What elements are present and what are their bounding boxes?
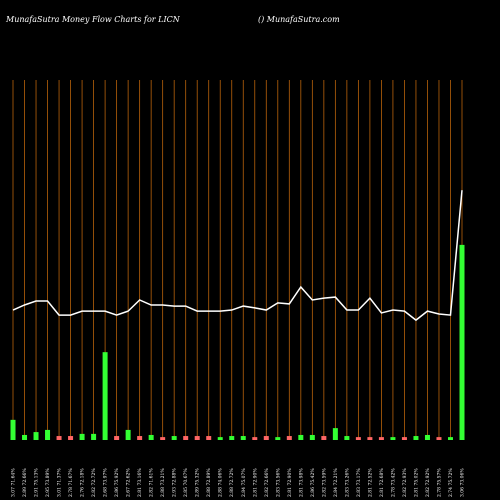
x-tick-label: 2.88 73.21% [160, 468, 166, 497]
x-tick-label: 2.81 73.16% [137, 468, 143, 497]
bar [217, 437, 223, 440]
bar [79, 433, 85, 440]
x-tick-label: 2.81 72.90% [287, 468, 293, 497]
bar [378, 437, 384, 440]
bar [10, 419, 16, 440]
bar [229, 436, 235, 440]
bar [263, 436, 269, 440]
x-tick-label: 2.88 72.72% [229, 468, 235, 497]
bar [114, 436, 120, 440]
x-tick-label: 3.07 71.64% [11, 468, 17, 497]
bar [137, 436, 143, 440]
x-tick-label: 2.82 72.92% [425, 468, 431, 497]
x-tick-label: 2.76 72.18% [80, 468, 86, 497]
x-tick-label: 2.82 72.72% [91, 468, 97, 497]
x-tick-label: 2.89 75.32% [195, 468, 201, 497]
x-tick-label: 2.83 73.17% [356, 468, 362, 497]
x-tick-label: 2.88 72.89% [206, 468, 212, 497]
x-tick-label: 3.01 71.37% [57, 468, 63, 497]
bar [125, 429, 131, 440]
bar [286, 436, 292, 440]
bar [148, 434, 154, 440]
x-tick-label: 2.81 72.90% [252, 468, 258, 497]
x-tick-label: 2.83 73.56% [275, 468, 281, 497]
bar [275, 437, 281, 440]
bar [240, 436, 246, 440]
chart-title: MunafaSutra Money Flow Charts for LICN [5, 15, 181, 24]
bar [56, 436, 62, 440]
x-tick-label: 2.86 75.92% [114, 468, 120, 497]
x-tick-label: 2.82 72.66% [264, 468, 270, 497]
bar [171, 436, 177, 440]
x-tick-label: 2.85 70.67% [183, 468, 189, 497]
bar [298, 434, 304, 440]
bar [102, 352, 108, 440]
x-tick-label: 2.78 75.57% [436, 468, 442, 497]
x-tick-label: 2.78 73.42% [390, 468, 396, 497]
bar [45, 429, 51, 440]
bar [355, 437, 361, 440]
bar [459, 244, 465, 440]
x-tick-label: 2.84 75.07% [241, 468, 247, 497]
x-tick-label: 2.67 72.62% [126, 468, 132, 497]
bar [332, 428, 338, 440]
x-tick-label: 2.82 73.59% [321, 468, 327, 497]
bar [183, 436, 189, 440]
price-line [12, 190, 463, 322]
x-tick-label: 2.78 71.67% [68, 468, 74, 497]
bar [344, 436, 350, 440]
x-tick-label: 2.95 73.89% [45, 468, 51, 497]
bar [91, 433, 97, 440]
bar [424, 434, 430, 440]
bar [367, 437, 373, 440]
x-tick-label: 2.83 73.26% [344, 468, 350, 497]
bar [33, 432, 39, 440]
x-tick-label: 2.82 72.93% [402, 468, 408, 497]
bar [390, 437, 396, 440]
x-tick-label: 2.82 71.61% [149, 468, 155, 497]
x-tick-label: 2.81 73.98% [298, 468, 304, 497]
chart-subtitle: () MunafaSutra.com [258, 15, 340, 24]
bar [68, 436, 74, 440]
x-tick-label: 2.91 75.13% [34, 468, 40, 497]
x-tick-label: 2.89 72.66% [22, 468, 28, 497]
bar [206, 436, 212, 440]
bar [436, 437, 442, 440]
bar [401, 437, 407, 440]
x-tick-label: 2.93 72.88% [172, 468, 178, 497]
x-tick-label: 2.81 72.68% [379, 468, 385, 497]
bar [309, 434, 315, 440]
x-tick-label: 2.86 75.42% [310, 468, 316, 497]
bar [160, 437, 166, 440]
bar [22, 434, 28, 440]
bar [252, 437, 258, 440]
x-tick-label: 2.68 73.97% [103, 468, 109, 497]
bar [447, 437, 453, 440]
bar [194, 436, 200, 440]
bar [413, 436, 419, 440]
bar [321, 436, 327, 440]
x-tick-label: 3.06 73.06% [460, 468, 466, 497]
x-tick-label: 2.81 72.52% [367, 468, 373, 497]
x-tick-label: 2.81 75.02% [413, 468, 419, 497]
x-tick-label: 2.84 72.21% [333, 468, 339, 497]
x-tick-label: 2.88 74.06% [218, 468, 224, 497]
x-tick-label: 2.74 75.72% [448, 468, 454, 497]
